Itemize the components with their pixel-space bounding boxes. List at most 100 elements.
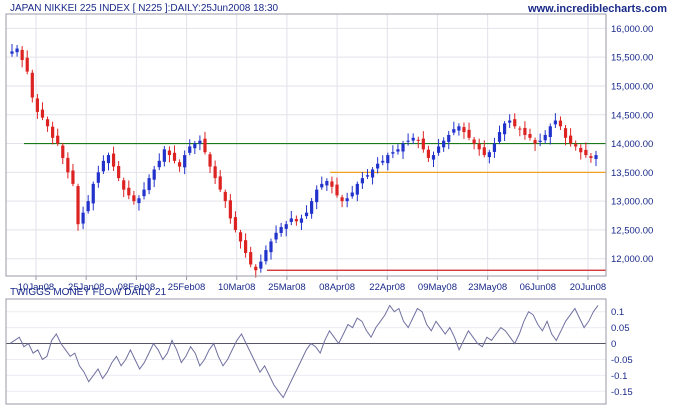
price-pane-frame xyxy=(5,13,607,277)
indicator-tick-label: 0.05 xyxy=(611,323,630,334)
candle xyxy=(45,116,50,132)
candle xyxy=(563,124,568,146)
candle xyxy=(421,131,425,153)
candle xyxy=(472,136,476,150)
date-tick-label: 10Mar08 xyxy=(218,282,256,293)
candle xyxy=(502,121,507,141)
candle xyxy=(274,225,278,244)
candle xyxy=(233,211,238,233)
indicator-tick-label: -0.15 xyxy=(611,387,633,398)
candle xyxy=(584,142,588,158)
indicator-tick-label: -0.05 xyxy=(611,355,633,366)
candle xyxy=(436,138,441,156)
candle xyxy=(477,138,481,156)
watermark: www.incrediblecharts.com xyxy=(527,3,667,15)
candle xyxy=(325,178,329,191)
candle xyxy=(553,113,557,128)
candle xyxy=(513,113,517,129)
candle xyxy=(147,174,151,195)
candle xyxy=(122,177,126,198)
candle xyxy=(401,140,405,159)
candle xyxy=(304,205,309,219)
candle xyxy=(20,46,24,68)
support-resistance-lines xyxy=(24,142,606,271)
candle xyxy=(320,176,324,190)
indicator-axis-labels: 0.1 0.05 0 -0.05 -0.1 -0.15 xyxy=(611,307,633,398)
candle xyxy=(523,121,527,140)
candle xyxy=(416,136,420,149)
candle xyxy=(183,150,187,175)
price-tick-label: 14,500.00 xyxy=(611,110,653,121)
candle xyxy=(315,185,319,210)
candle xyxy=(467,122,471,141)
candle xyxy=(457,123,461,136)
candle xyxy=(411,133,415,145)
candle xyxy=(386,152,390,171)
candle xyxy=(442,137,446,152)
candle xyxy=(574,140,578,151)
candle xyxy=(452,121,456,136)
candle xyxy=(355,181,359,202)
candle xyxy=(365,169,370,179)
price-candles xyxy=(10,43,598,278)
candle xyxy=(376,157,380,174)
candle xyxy=(406,133,410,146)
date-tick-label: 10Jan08 xyxy=(18,282,54,293)
candle xyxy=(106,152,111,171)
candle xyxy=(238,229,243,249)
candle xyxy=(132,190,136,205)
candle xyxy=(487,149,491,164)
candle xyxy=(228,193,232,224)
date-tick-label: 08Feb08 xyxy=(118,282,156,293)
candle xyxy=(569,128,573,147)
price-tick-label: 14,000.00 xyxy=(611,139,653,150)
date-tick-label: 08Apr08 xyxy=(319,282,355,293)
candle xyxy=(579,144,583,160)
candle xyxy=(350,185,354,199)
candle xyxy=(533,137,537,151)
candle xyxy=(40,102,45,121)
candle xyxy=(310,198,314,219)
candle xyxy=(508,114,512,129)
date-tick-label: 25Mar08 xyxy=(268,282,306,293)
candle xyxy=(198,135,202,151)
candle xyxy=(244,233,248,258)
candle xyxy=(91,181,95,211)
candle xyxy=(269,238,273,260)
candle xyxy=(193,140,197,155)
candle xyxy=(223,189,227,208)
price-gridlines xyxy=(6,14,606,280)
candle xyxy=(294,215,298,226)
price-tick-label: 12,500.00 xyxy=(611,225,653,236)
candle xyxy=(208,151,212,173)
candle xyxy=(10,43,14,57)
date-tick-label: 20Jun08 xyxy=(570,282,606,293)
candle xyxy=(203,131,207,155)
candle xyxy=(76,183,80,231)
indicator-title: TWIGGS MONEY FLOW DAILY 21 xyxy=(10,287,167,298)
candle xyxy=(81,206,85,230)
candle xyxy=(142,182,146,200)
candle xyxy=(345,192,349,208)
candle xyxy=(482,140,486,158)
candle xyxy=(279,222,283,237)
candle xyxy=(431,151,436,168)
candle xyxy=(71,163,75,187)
chart-title: JAPAN NIKKEI 225 INDEX [ N225 ]:DAILY:25… xyxy=(10,3,279,14)
price-tick-label: 16,000.00 xyxy=(611,24,653,35)
candle xyxy=(497,125,502,145)
candle xyxy=(426,145,431,162)
candle xyxy=(330,176,334,194)
candle xyxy=(381,155,385,166)
indicator-tick-label: -0.1 xyxy=(611,371,627,382)
candle xyxy=(96,165,100,188)
candle xyxy=(30,69,34,103)
date-tick-label: 25Jan08 xyxy=(68,282,104,293)
indicator-tick-label: 0 xyxy=(611,339,616,350)
candle xyxy=(543,130,547,144)
candle xyxy=(396,144,400,155)
price-axis-labels: 12,000.00 12,500.00 13,000.00 13,500.00 14,0… xyxy=(611,24,653,265)
candle xyxy=(249,246,253,268)
candle xyxy=(528,128,532,141)
candle xyxy=(462,122,466,139)
